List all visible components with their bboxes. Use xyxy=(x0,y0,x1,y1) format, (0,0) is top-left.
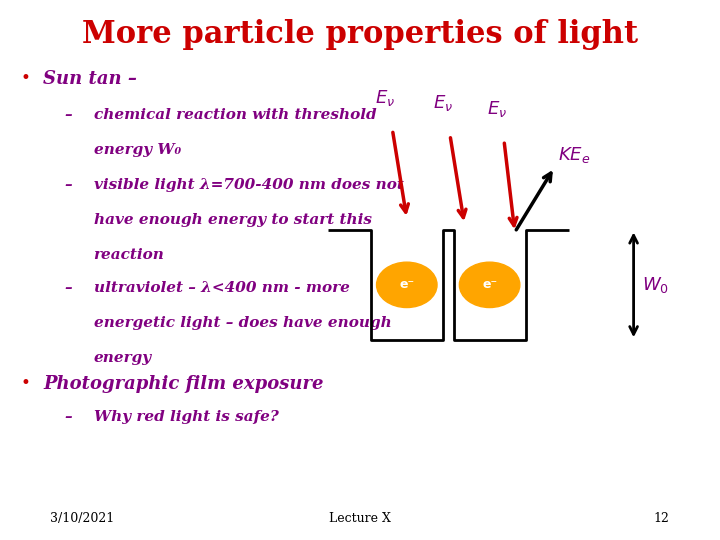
Text: Photographic film exposure: Photographic film exposure xyxy=(43,375,324,393)
Text: energetic light – does have enough: energetic light – does have enough xyxy=(94,316,392,330)
Text: Sun tan –: Sun tan – xyxy=(43,70,137,88)
Text: chemical reaction with threshold: chemical reaction with threshold xyxy=(94,108,377,122)
Text: Lecture X: Lecture X xyxy=(329,512,391,525)
Text: ultraviolet – λ<400 nm - more: ultraviolet – λ<400 nm - more xyxy=(94,281,349,295)
Text: –: – xyxy=(65,410,73,424)
Text: –: – xyxy=(65,178,73,192)
Text: –: – xyxy=(65,108,73,122)
Text: 3/10/2021: 3/10/2021 xyxy=(50,512,114,525)
Circle shape xyxy=(377,262,437,308)
Text: reaction: reaction xyxy=(94,248,164,262)
Text: $KE_e$: $KE_e$ xyxy=(558,145,590,165)
Text: •: • xyxy=(20,375,30,392)
Text: energy W₀: energy W₀ xyxy=(94,143,181,157)
Text: e⁻: e⁻ xyxy=(482,278,498,292)
Text: $E_\nu$: $E_\nu$ xyxy=(433,93,453,113)
Circle shape xyxy=(459,262,520,308)
Text: visible light λ=700-400 nm does not: visible light λ=700-400 nm does not xyxy=(94,178,403,192)
Text: e⁻: e⁻ xyxy=(399,278,415,292)
Text: have enough energy to start this: have enough energy to start this xyxy=(94,213,372,227)
Text: –: – xyxy=(65,281,73,295)
Text: energy: energy xyxy=(94,351,152,365)
Text: 12: 12 xyxy=(654,512,670,525)
Text: $E_\nu$: $E_\nu$ xyxy=(375,88,395,108)
Text: Why red light is safe?: Why red light is safe? xyxy=(94,410,279,424)
Text: $E_\nu$: $E_\nu$ xyxy=(487,99,507,119)
Text: More particle properties of light: More particle properties of light xyxy=(82,19,638,50)
Text: $W_0$: $W_0$ xyxy=(642,275,670,295)
Text: •: • xyxy=(20,70,30,87)
